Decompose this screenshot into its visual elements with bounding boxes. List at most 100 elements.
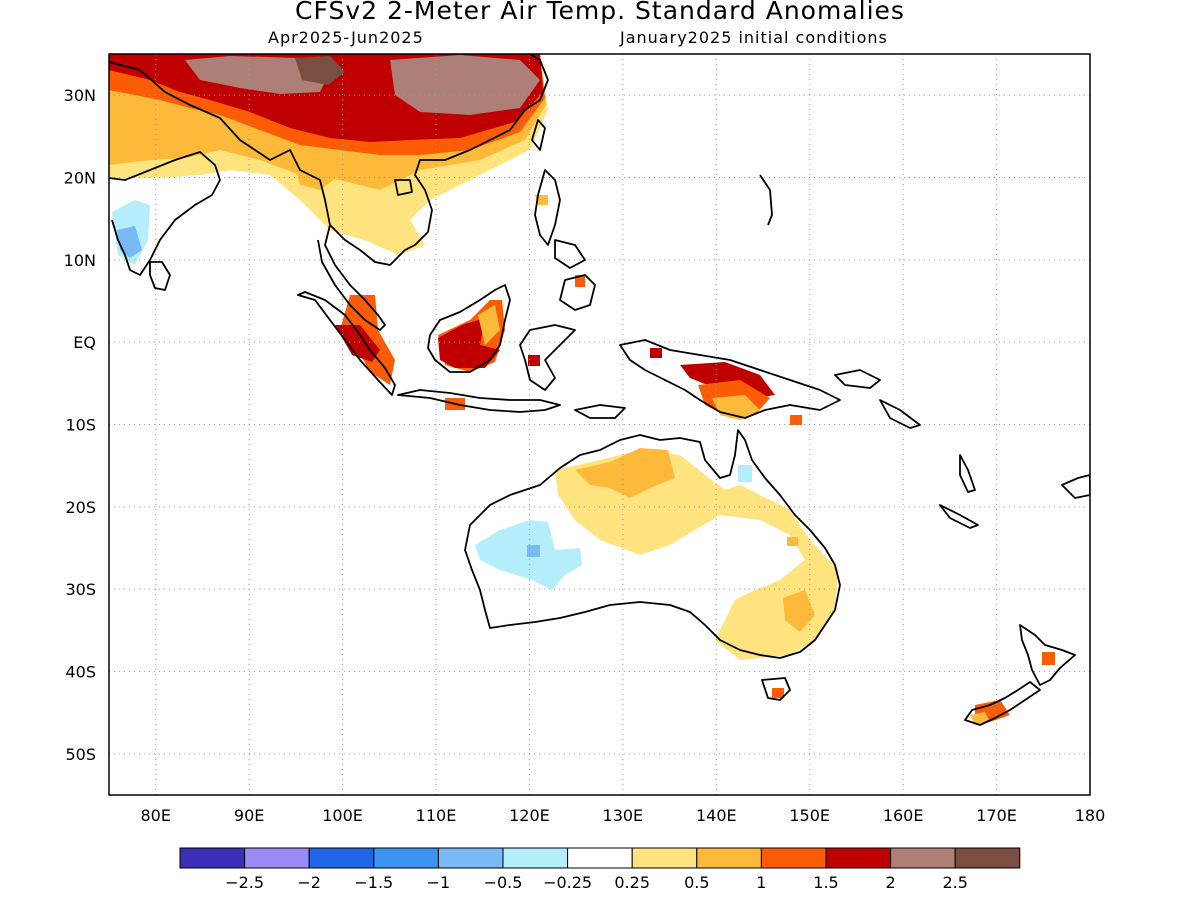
coast-india [109,151,221,276]
coast-philippines-mindanao [559,274,596,311]
forecast-period: Apr2025-Jun2025 [268,28,424,47]
anomaly-tibet-darkbrown [295,56,345,85]
anomaly-indochina-yellow [325,185,425,255]
coast-asia [109,54,549,266]
coast-timor [574,404,626,419]
legend-swatch-5 [502,847,569,869]
coast-philippines-visayas [554,239,586,269]
anomaly-thailand-orange [292,150,340,190]
coast-fiji [1061,474,1090,499]
anomaly-qld-lightblue [738,465,752,482]
graticule [109,54,1090,795]
legend-swatch-6 [567,847,633,869]
longitude-labels: 80E 90E 100E 110E 120E 130E 140E 150E 160E 170E 18… [140,806,1105,825]
lon-label-90E: 90E [234,806,264,825]
anomaly-fields [109,54,1055,725]
anomaly-newguinea-red2 [650,348,662,358]
coast-hainan [394,179,413,196]
legend-swatch-12 [954,847,1021,869]
coast-micronesia [759,174,773,226]
legend-swatch-4 [437,847,504,869]
lat-label-20S: 20S [65,498,96,517]
lon-label-150E: 150E [789,806,830,825]
anomaly-solomon-orange [790,415,802,425]
coast-newcaledonia [939,504,979,529]
latitude-labels: 30N 20N 10N EQ 10S 20S 30S 40S 50S [64,86,96,764]
lat-label-40S: 40S [65,663,96,682]
lon-label-170E: 170E [976,806,1017,825]
legend-swatch-11 [890,847,956,869]
coast-srilanka [149,261,171,291]
anomaly-sumatra-red [335,325,380,362]
legend-swatch-0 [179,847,246,869]
anomaly-borneo-red [438,318,500,368]
legend-label-1: −2 [297,873,321,892]
map-frame [108,53,1091,796]
lon-label-80E: 80E [140,806,170,825]
lat-label-30S: 30S [65,580,96,599]
lon-label-160E: 160E [883,806,924,825]
legend-label-11: 2.5 [942,873,967,892]
legend-label-2: −1.5 [354,873,393,892]
lon-label-120E: 120E [509,806,550,825]
anomaly-china-brown [390,55,540,115]
legend-label-10: 2 [886,873,896,892]
lon-label-100E: 100E [322,806,363,825]
map-title: CFSv2 2-Meter Air Temp. Standard Anomali… [295,0,905,25]
legend-swatch-8 [696,847,762,869]
anomaly-australia-orange-north [575,448,675,498]
coast-borneo [427,284,511,373]
coast-nz-north [1019,624,1076,686]
coast-newguinea [619,339,841,419]
legend-label-0: −2.5 [225,873,264,892]
anomaly-tasmania-orange [772,688,784,698]
coast-nz-south [964,681,1041,726]
legend-swatch-10 [825,847,892,869]
anomaly-australia-blue [527,545,540,557]
coast-java [397,389,561,413]
coast-newbritain [834,369,881,389]
anomaly-sulawesi-red [528,355,540,366]
legend-label-9: 1.5 [813,873,838,892]
legend-swatch-7 [631,847,698,869]
legend-label-4: −0.5 [484,873,523,892]
coast-taiwan [531,119,546,151]
lat-label-EQ: EQ [73,333,96,352]
coast-solomons [879,399,921,429]
lat-label-10N: 10N [64,251,96,270]
lon-label-130E: 130E [603,806,644,825]
coast-vanuatu [959,454,976,493]
coast-malaya [317,224,386,331]
legend-label-3: −1 [427,873,451,892]
legend-swatch-3 [373,847,439,869]
anomaly-australia-orange-east [783,590,815,632]
legend-label-6: 0.25 [614,873,650,892]
coastlines [109,54,1090,726]
anomaly-australia-orange-dot [787,537,798,546]
anomaly-tibet-brown [185,56,330,94]
legend-swatch-9 [760,847,827,869]
lat-label-30N: 30N [64,86,96,105]
lon-label-180: 180 [1075,806,1106,825]
coast-philippines-luzon [534,169,561,246]
lat-label-10S: 10S [65,416,96,435]
anomaly-nz-north-orange [1042,652,1055,665]
anomaly-australia-yellow-north [555,450,838,660]
legend-label-5: −0.25 [543,873,592,892]
color-legend: −2.5 −2 −1.5 −1 −0.5 −0.25 0.25 0.5 1 1.5 2 2.5 [179,847,1021,892]
coast-australia [464,429,841,659]
legend-label-8: 1 [756,873,766,892]
initial-conditions: January2025 initial conditions [620,28,888,47]
anomaly-philippines-orange2 [575,275,585,287]
anomaly-borneo-orange-core [478,305,500,345]
lon-label-140E: 140E [696,806,737,825]
coast-sulawesi [519,324,576,391]
lat-label-50S: 50S [65,745,96,764]
legend-swatch-2 [308,847,375,869]
coast-tasmania [761,677,791,701]
legend-swatch-1 [244,847,310,869]
lon-label-110E: 110E [416,806,457,825]
lat-label-20N: 20N [64,169,96,188]
coast-sumatra [297,291,396,396]
